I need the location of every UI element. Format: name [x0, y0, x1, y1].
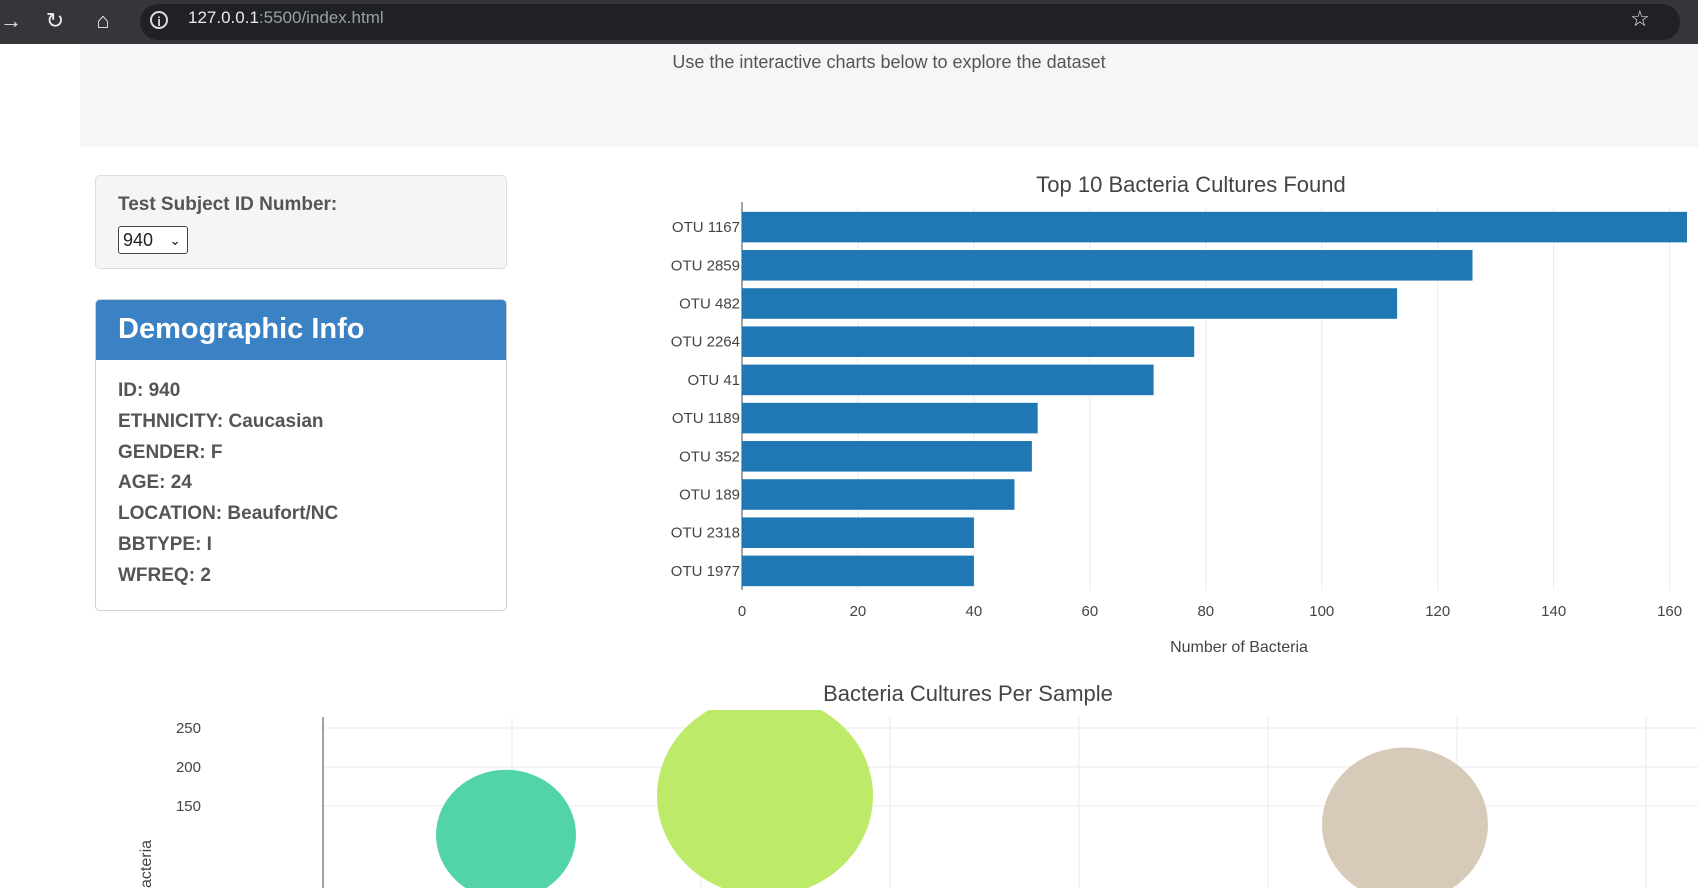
demographic-info-panel: Demographic Info ID: 940 ETHNICITY: Cauc… [95, 299, 507, 611]
bar-x-tick-label: 60 [1082, 603, 1099, 620]
bar-otu-41[interactable] [742, 364, 1154, 396]
bar-otu-1977[interactable] [742, 555, 974, 587]
bubble-chart[interactable]: Bacteria Cultures Per Sample 150 200 250 a… [0, 665, 1698, 888]
bar-otu-2859[interactable] [742, 250, 1473, 281]
bubble-y-tick-label: 150 [176, 798, 201, 815]
bar-chart-x-ticks: 0 20 40 60 80 100 120 140 160 [738, 603, 1682, 620]
demographic-item: LOCATION: Beaufort/NC [118, 503, 339, 525]
demographic-item: WFREQ: 2 [118, 564, 211, 586]
bar-y-tick-label: OTU 352 [679, 448, 740, 465]
bubble-y-tick-label: 200 [176, 759, 201, 776]
bar-y-tick-label: OTU 1977 [671, 563, 740, 580]
demographic-item: ETHNICITY: Caucasian [118, 410, 324, 432]
bar-x-tick-label: 80 [1197, 603, 1214, 620]
bookmark-star-icon[interactable]: ☆ [1630, 6, 1650, 31]
bar-chart-x-label: Number of Bacteria [1170, 639, 1308, 656]
demographic-list: ID: 940 ETHNICITY: Caucasian GENDER: F A… [96, 360, 506, 592]
bar-y-tick-label: OTU 2264 [671, 334, 740, 351]
bar-chart-title: Top 10 Bacteria Cultures Found [1036, 172, 1345, 197]
chevron-down-icon: ⌄ [169, 232, 181, 248]
bubble-chart-y-ticks: 150 200 250 [176, 720, 201, 815]
page-subtitle: Use the interactive charts below to expl… [672, 52, 1106, 72]
url-host: 127.0.0.1 [188, 8, 259, 27]
bar-x-tick-label: 0 [738, 603, 746, 620]
bar-chart-y-ticks: OTU 1167 OTU 2859 OTU 482 OTU 2264 OTU 41 OTU… [671, 219, 740, 580]
demographic-title: Demographic Info [96, 300, 506, 360]
bubble-y-tick-label: 250 [176, 720, 201, 737]
bar-y-tick-label: OTU 189 [679, 487, 740, 504]
bubble-chart-title: Bacteria Cultures Per Sample [823, 681, 1113, 706]
home-icon[interactable]: ⌂ [96, 8, 110, 33]
bar-otu-1167[interactable] [742, 211, 1687, 243]
top10-bar-chart[interactable]: Top 10 Bacteria Cultures Found OTU 1167O… [620, 160, 1698, 665]
bar-otu-2264[interactable] [742, 326, 1195, 357]
bar-x-tick-label: 100 [1309, 603, 1334, 620]
url-path: :5500/index.html [258, 8, 384, 27]
demographic-item: GENDER: F [118, 441, 223, 463]
address-bar[interactable] [140, 4, 1680, 40]
selector-label: Test Subject ID Number: [118, 194, 338, 215]
jumbotron: Use the interactive charts below to expl… [80, 44, 1698, 147]
bar-otu-189[interactable] [742, 479, 1015, 510]
bubble-otu-2859[interactable] [1322, 747, 1488, 888]
reload-icon[interactable]: ↻ [45, 8, 65, 33]
bubble-chart-y-label: acteria [138, 840, 155, 888]
site-info-icon[interactable]: i [150, 11, 168, 29]
bar-otu-2318[interactable] [742, 517, 974, 548]
demographic-item: ID: 940 [118, 380, 181, 401]
bar-x-tick-label: 120 [1425, 603, 1450, 620]
bubble-otu-1167[interactable] [657, 695, 873, 888]
demographic-item: AGE: 24 [118, 472, 192, 494]
bar-x-tick-label: 140 [1541, 603, 1566, 620]
bar-x-tick-label: 40 [966, 603, 983, 620]
selected-subject-id: 940 [123, 230, 154, 250]
bar-y-tick-label: OTU 41 [687, 372, 740, 389]
bar-y-tick-label: OTU 2859 [671, 257, 740, 274]
bar-otu-352[interactable] [742, 441, 1032, 472]
browser-toolbar: → ↻ ⌂ i 127.0.0.1:5500/index.html ☆ [0, 0, 1698, 44]
subject-selector-panel: Test Subject ID Number: 940 ⌄ [95, 175, 507, 269]
bar-x-tick-label: 160 [1657, 603, 1682, 620]
url-text[interactable]: 127.0.0.1:5500/index.html [188, 8, 384, 28]
bar-y-tick-label: OTU 482 [679, 296, 740, 313]
demographic-item: BBTYPE: I [118, 533, 212, 555]
forward-icon[interactable]: → [0, 8, 22, 33]
bar-y-tick-label: OTU 1189 [672, 410, 740, 427]
subject-id-dropdown[interactable]: 940 ⌄ [118, 226, 188, 254]
bar-y-tick-label: OTU 1167 [672, 219, 740, 236]
bubble-chart-bubbles [436, 695, 1488, 888]
bar-y-tick-label: OTU 2318 [671, 525, 740, 542]
bubble-otu-482[interactable] [436, 769, 576, 888]
bar-x-tick-label: 20 [850, 603, 867, 620]
bar-chart-bars [742, 211, 1687, 587]
bar-otu-1189[interactable] [742, 402, 1038, 434]
bar-otu-482[interactable] [742, 288, 1398, 319]
